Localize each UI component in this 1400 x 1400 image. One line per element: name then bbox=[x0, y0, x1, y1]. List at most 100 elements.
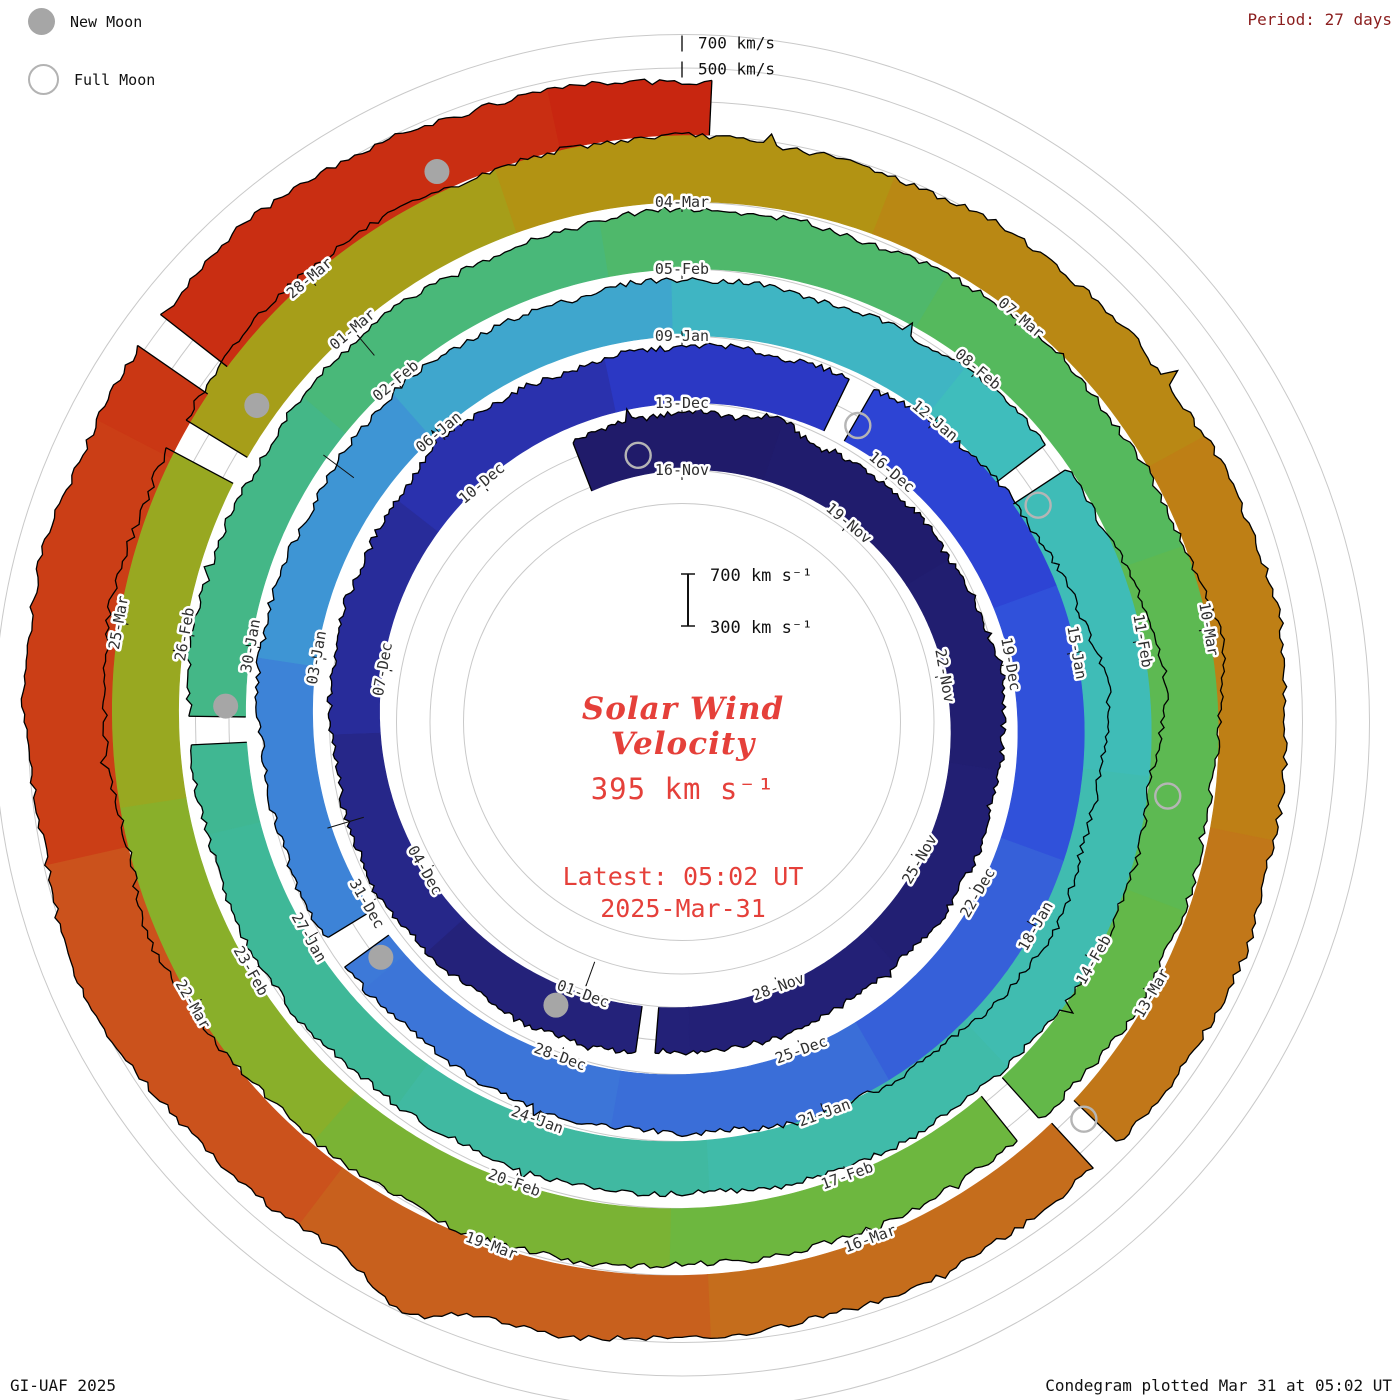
band-end-cap bbox=[980, 1095, 1018, 1142]
date-tick bbox=[820, 1103, 827, 1118]
latest-date-label: 2025-Mar-31 bbox=[600, 894, 766, 923]
grid-circle bbox=[463, 503, 901, 941]
date-label: 13-Dec bbox=[655, 394, 709, 412]
month-tick bbox=[327, 816, 364, 829]
date-tick bbox=[311, 656, 327, 660]
scale-bar-bottom-label: 300 km s⁻¹ bbox=[710, 618, 812, 638]
date-tick bbox=[304, 931, 318, 941]
date-tick bbox=[1198, 627, 1214, 632]
date-tick bbox=[1084, 954, 1099, 963]
date-tick bbox=[1132, 639, 1148, 644]
date-tick bbox=[1066, 650, 1082, 655]
band-end-cap bbox=[165, 447, 234, 484]
date-tick bbox=[843, 1166, 850, 1181]
date-tick bbox=[391, 376, 403, 389]
scale-bar: 700 km s⁻¹ 300 km s⁻¹ bbox=[681, 566, 812, 638]
credit-label: GI-UAF 2025 bbox=[10, 1376, 116, 1395]
date-tick bbox=[910, 853, 925, 863]
new-moon-marker bbox=[244, 392, 270, 418]
date-tick bbox=[866, 1229, 873, 1244]
full-moon-marker bbox=[624, 441, 652, 470]
velocity-jagged-edge bbox=[185, 131, 1289, 1142]
velocity-jagged-edge bbox=[172, 205, 1227, 1119]
full-moon-marker bbox=[1070, 1105, 1098, 1133]
latest-velocity-value: 395 km s⁻¹ bbox=[590, 772, 776, 806]
date-tick bbox=[1014, 313, 1025, 326]
band-end-cap bbox=[708, 80, 713, 136]
date-label: 04-Mar bbox=[655, 193, 709, 211]
date-tick bbox=[435, 427, 446, 441]
date-tick bbox=[557, 1047, 565, 1062]
spiral-bands bbox=[20, 78, 1288, 1342]
band-end-cap bbox=[191, 741, 247, 746]
new-moon-marker bbox=[213, 693, 239, 719]
date-tick bbox=[113, 621, 129, 625]
date-tick bbox=[489, 1236, 496, 1251]
date-tick bbox=[797, 1040, 804, 1055]
velocity-jagged-edge bbox=[572, 407, 1008, 1056]
velocity-jagged-edge bbox=[190, 469, 1169, 1198]
band-end-cap bbox=[654, 1007, 660, 1054]
month-tick bbox=[323, 454, 355, 479]
band-end-cap bbox=[843, 389, 875, 442]
date-tick bbox=[362, 898, 376, 907]
date-tick bbox=[1142, 987, 1157, 997]
band-end-cap bbox=[823, 378, 850, 432]
date-tick bbox=[971, 365, 982, 378]
new-moon-marker bbox=[368, 944, 394, 970]
velocity-jagged-edge bbox=[326, 342, 850, 1055]
legend-new-moon: New Moon bbox=[28, 8, 155, 35]
date-tick bbox=[774, 977, 781, 992]
top-velocity-scale: 700 km/s 500 km/s bbox=[681, 34, 775, 79]
date-tick bbox=[934, 674, 950, 678]
new-moon-label: New Moon bbox=[70, 12, 143, 31]
date-label: 05-Feb bbox=[655, 260, 709, 278]
date-tick bbox=[305, 273, 317, 287]
band-end-cap bbox=[344, 934, 390, 968]
chart-title-line2: Velocity bbox=[610, 726, 756, 762]
date-tick bbox=[841, 519, 853, 532]
date-tick bbox=[188, 998, 202, 1008]
latest-time-label: Latest: 05:02 UT bbox=[562, 862, 804, 891]
band-end-cap bbox=[137, 344, 209, 395]
full-moon-icon bbox=[28, 64, 59, 95]
band-end-cap bbox=[1012, 469, 1066, 505]
date-label: 16-Nov bbox=[655, 461, 709, 479]
new-moon-marker bbox=[424, 159, 450, 185]
date-tick bbox=[348, 325, 360, 338]
new-moon-icon bbox=[28, 8, 55, 35]
velocity-band-segment bbox=[654, 1006, 691, 1056]
moon-markers bbox=[213, 159, 1182, 1133]
date-tick bbox=[245, 644, 261, 649]
velocity-jagged-edge bbox=[99, 447, 1018, 1270]
grid-circle bbox=[0, 34, 1370, 1400]
band-end-cap bbox=[188, 715, 246, 718]
velocity-band-segment bbox=[190, 741, 261, 835]
date-tick bbox=[1026, 920, 1041, 930]
full-moon-marker bbox=[1024, 491, 1052, 519]
date-label: 09-Jan bbox=[655, 327, 709, 345]
velocity-jagged-edge bbox=[20, 345, 1094, 1342]
full-moon-marker bbox=[844, 411, 872, 440]
band-end-cap bbox=[572, 442, 593, 492]
date-tick bbox=[928, 416, 939, 429]
band-end-cap bbox=[1001, 1077, 1039, 1119]
band-end-cap bbox=[634, 1006, 643, 1053]
date-tick bbox=[377, 667, 393, 672]
date-tick bbox=[535, 1110, 542, 1125]
band-end-cap bbox=[327, 910, 372, 938]
band-end-cap bbox=[996, 444, 1046, 483]
top-scale-label: 700 km/s bbox=[698, 34, 775, 53]
date-tick bbox=[580, 984, 588, 999]
velocity-jagged-edge bbox=[160, 78, 713, 316]
plotted-timestamp-label: Condegram plotted Mar 31 at 05:02 UT bbox=[1045, 1376, 1392, 1395]
band-end-cap bbox=[185, 419, 248, 458]
band-end-cap bbox=[1051, 1122, 1094, 1169]
full-moon-label: Full Moon bbox=[74, 70, 156, 89]
top-scale-label: 500 km/s bbox=[698, 60, 775, 79]
date-tick bbox=[1000, 662, 1016, 667]
date-tick bbox=[420, 864, 435, 874]
center-annotation: Solar Wind Velocity 395 km s⁻¹ Latest: 0… bbox=[403, 692, 963, 924]
